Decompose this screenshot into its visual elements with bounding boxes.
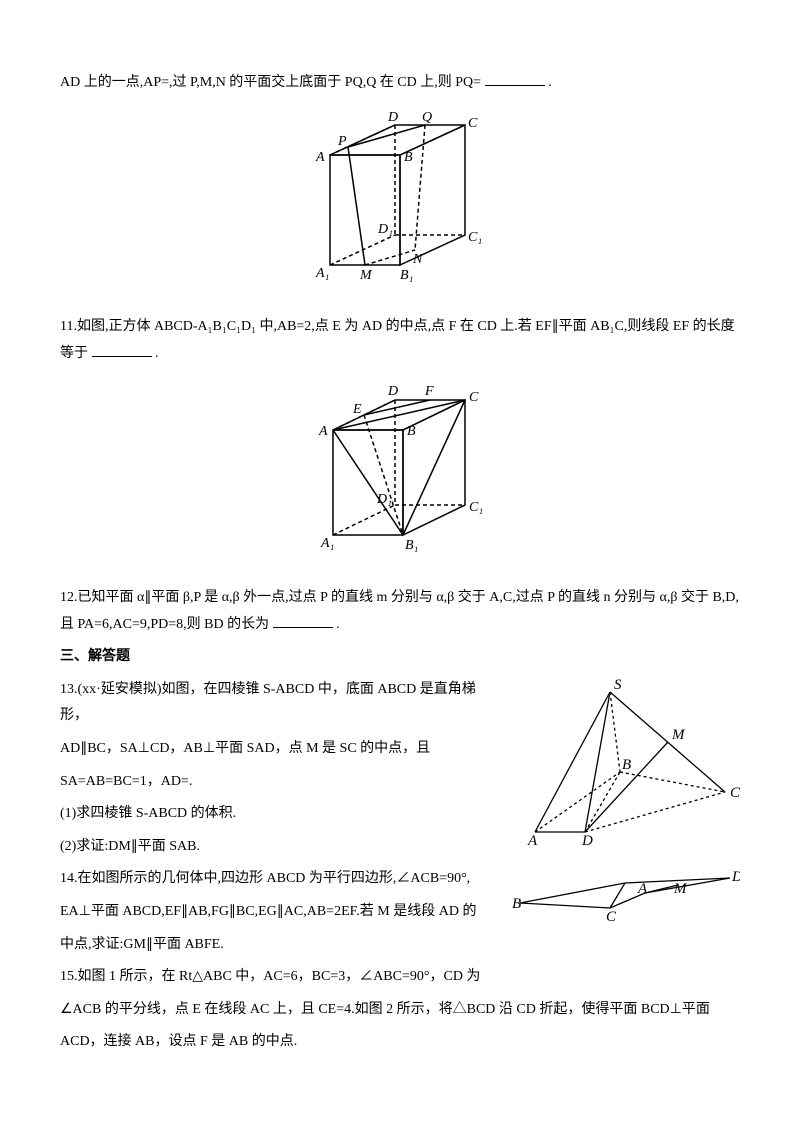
svg-text:M: M xyxy=(671,727,686,743)
q11-blank xyxy=(92,342,152,357)
q11-text: 11.如图,正方体 ABCD-A₁B₁C₁D₁ 中,AB=2,点 E 为 AD … xyxy=(60,319,735,361)
svg-text:B: B xyxy=(404,150,413,165)
svg-text:C: C xyxy=(730,785,740,801)
svg-text:A: A xyxy=(315,150,325,165)
svg-text:Q: Q xyxy=(422,110,432,125)
svg-text:D: D xyxy=(581,833,593,847)
svg-text:A₁: A₁ xyxy=(315,266,329,281)
q14-l3: 中点,求证:GM∥平面 ABFE. xyxy=(60,932,740,959)
svg-text:F: F xyxy=(424,384,434,399)
svg-text:C: C xyxy=(469,390,479,405)
right-figures: S M B C A D B C A M D xyxy=(510,677,740,929)
q15-l2: ∠ACB 的平分线，点 E 在线段 AC 上，且 CE=4.如图 2 所示，将△… xyxy=(60,997,740,1024)
svg-text:B₁: B₁ xyxy=(405,538,418,553)
svg-text:S: S xyxy=(614,677,622,693)
q15-l1: 15.如图 1 所示，在 Rt△ABC 中，AC=6，BC=3，∠ABC=90°… xyxy=(60,964,740,991)
svg-text:N: N xyxy=(412,252,423,267)
svg-text:A₁: A₁ xyxy=(320,536,334,551)
svg-text:C₁: C₁ xyxy=(469,500,483,515)
svg-text:D₁: D₁ xyxy=(377,222,393,237)
q12-text: 12.已知平面 α∥平面 β,P 是 α,β 外一点,过点 P 的直线 m 分别… xyxy=(60,590,739,632)
fig-cube-pq: D Q C PA B D₁ C₁ A₁ M B₁N xyxy=(60,105,740,301)
svg-text:P: P xyxy=(337,134,347,149)
svg-text:D: D xyxy=(387,110,398,125)
svg-text:D₁: D₁ xyxy=(376,492,392,507)
svg-text:C: C xyxy=(606,909,617,923)
q11-after: . xyxy=(155,346,159,361)
svg-text:M: M xyxy=(673,881,688,897)
fig-cube-ef: D F C E A B D₁ C₁ A₁ B₁ xyxy=(60,375,740,571)
q12-blank xyxy=(273,613,333,628)
q15-l3: ACD，连接 AB，设点 F 是 AB 的中点. xyxy=(60,1029,740,1056)
q-intro-text: AD 上的一点,AP=,过 P,M,N 的平面交上底面于 PQ,Q 在 CD 上… xyxy=(60,75,481,90)
svg-text:A: A xyxy=(527,833,538,847)
q12: 12.已知平面 α∥平面 β,P 是 α,β 外一点,过点 P 的直线 m 分别… xyxy=(60,585,740,638)
svg-text:B: B xyxy=(407,424,416,439)
q-intro-blank xyxy=(485,71,545,86)
svg-text:B₁: B₁ xyxy=(400,268,413,283)
svg-text:C: C xyxy=(468,116,478,131)
svg-text:D: D xyxy=(387,384,398,399)
q-intro-after: . xyxy=(548,75,552,90)
svg-text:C₁: C₁ xyxy=(468,230,482,245)
svg-text:B: B xyxy=(622,757,631,773)
svg-text:D: D xyxy=(731,869,740,885)
svg-text:B: B xyxy=(512,896,521,912)
svg-text:A: A xyxy=(318,424,328,439)
svg-text:A: A xyxy=(637,881,648,897)
svg-text:M: M xyxy=(359,268,373,283)
section-3-title: 三、解答题 xyxy=(60,644,740,671)
q-intro: AD 上的一点,AP=,过 P,M,N 的平面交上底面于 PQ,Q 在 CD 上… xyxy=(60,70,740,97)
q12-after: . xyxy=(336,617,340,632)
svg-text:E: E xyxy=(352,402,362,417)
q11: 11.如图,正方体 ABCD-A₁B₁C₁D₁ 中,AB=2,点 E 为 AD … xyxy=(60,314,740,367)
